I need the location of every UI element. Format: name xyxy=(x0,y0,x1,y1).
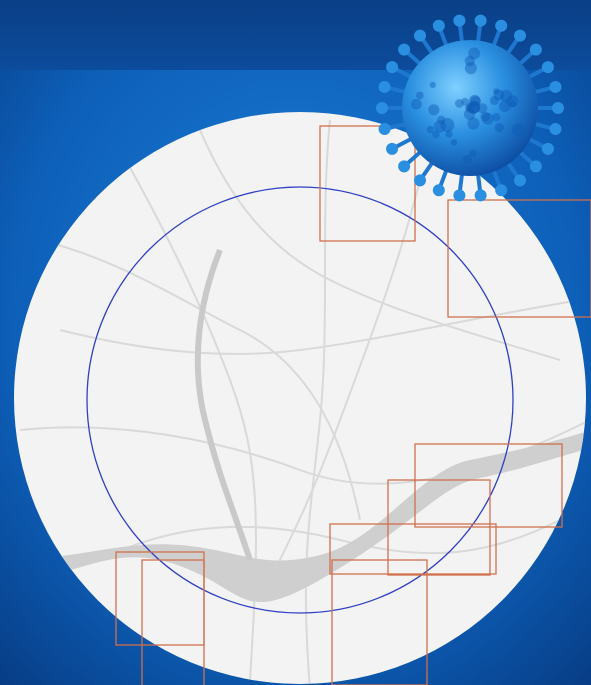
virus-texture xyxy=(493,88,500,95)
virus-spike-tip xyxy=(378,123,391,136)
virus-texture xyxy=(506,95,519,108)
virus-texture xyxy=(426,125,435,134)
virus-texture xyxy=(429,81,436,88)
virus-texture xyxy=(463,108,476,120)
virus-spike-tip xyxy=(549,123,562,136)
virus-texture xyxy=(467,117,480,130)
virus-spike-tip xyxy=(529,160,542,173)
virus-texture xyxy=(464,55,476,67)
virus-texture xyxy=(445,130,453,138)
virus-texture xyxy=(468,101,481,114)
virus-texture xyxy=(467,100,481,114)
virus-spike-tip xyxy=(432,19,445,32)
virus-spike-tip xyxy=(453,189,466,202)
virus-texture xyxy=(509,100,517,108)
virus-spike-tip xyxy=(549,80,562,93)
virus-texture xyxy=(466,104,473,112)
virus-spike-tip xyxy=(495,19,508,32)
virus-spike-tip xyxy=(386,61,399,74)
virus-texture xyxy=(437,115,446,124)
virus-spike-tip xyxy=(386,142,399,155)
virus-texture xyxy=(415,91,424,100)
virus-spike-tip xyxy=(398,43,411,56)
virus-texture xyxy=(499,100,511,112)
site-markers xyxy=(90,0,501,593)
virus-texture xyxy=(428,104,440,116)
virus-spike-tip xyxy=(414,29,427,42)
virus-texture xyxy=(489,96,499,106)
virus-texture xyxy=(461,97,469,106)
virus-texture xyxy=(468,94,481,107)
virus-texture xyxy=(493,89,505,101)
virus-spike-tip xyxy=(513,174,526,187)
virus-spike-tip xyxy=(378,80,391,93)
virus-spike-tip xyxy=(495,184,508,197)
virus-spike-tip xyxy=(529,43,542,56)
virus-texture xyxy=(469,149,477,158)
virus-texture xyxy=(492,113,501,122)
virus-spike-tip xyxy=(376,102,388,114)
virus-texture xyxy=(450,139,458,146)
virus-texture xyxy=(440,118,455,133)
virus-texture xyxy=(455,99,464,108)
virus-spike-tip xyxy=(414,174,427,187)
virus-spike-tip xyxy=(513,29,526,42)
virus-texture xyxy=(410,98,422,110)
virus-illustration xyxy=(376,14,564,202)
virus-spike-tip xyxy=(552,102,564,114)
virus-texture xyxy=(494,122,504,133)
virus-texture xyxy=(462,154,472,164)
virus-texture xyxy=(480,111,491,122)
virus-spike-tip xyxy=(432,184,445,197)
virus-texture xyxy=(470,96,481,107)
virus-spike-tip xyxy=(398,160,411,173)
virus-texture xyxy=(433,120,447,133)
virus-texture xyxy=(432,130,440,139)
virus-spike-tip xyxy=(474,189,487,202)
river xyxy=(14,430,586,602)
virus-body xyxy=(402,40,538,176)
virus-texture xyxy=(467,102,480,114)
virus-texture xyxy=(465,103,475,113)
virus-texture xyxy=(511,123,525,137)
virus-spike-tip xyxy=(541,142,554,155)
virus-texture xyxy=(481,112,494,125)
virus-texture xyxy=(500,89,513,103)
creek xyxy=(194,248,253,561)
virus-spike-tip xyxy=(453,14,466,27)
virus-texture xyxy=(477,103,488,114)
radius-ring xyxy=(86,186,514,614)
virus-spike-tip xyxy=(474,14,487,27)
virus-texture xyxy=(468,47,481,60)
virus-spike-tip xyxy=(541,61,554,74)
virus-texture xyxy=(464,62,477,75)
map xyxy=(14,112,586,684)
